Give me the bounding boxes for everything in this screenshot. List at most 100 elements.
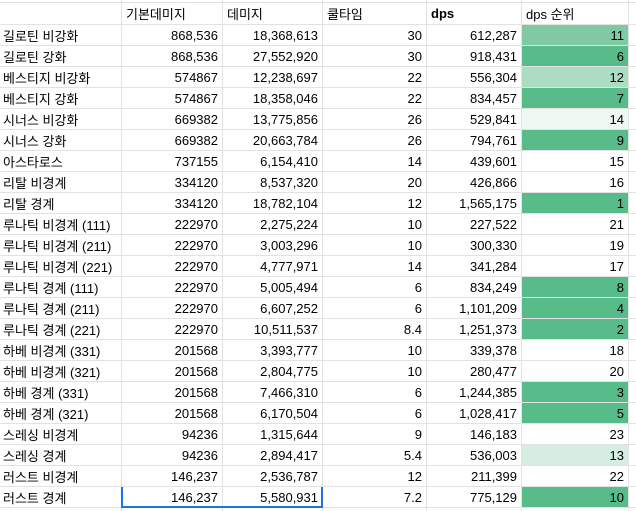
- row-label-cell[interactable]: 길로틴 강화: [0, 46, 122, 67]
- dps-cell[interactable]: 1,251,373: [427, 319, 522, 340]
- damage-cell[interactable]: 18,782,104: [223, 193, 323, 214]
- base-damage-cell[interactable]: 94236: [122, 445, 223, 466]
- rank-cell[interactable]: 9: [522, 130, 629, 151]
- base-damage-cell[interactable]: 222970: [122, 235, 223, 256]
- rank-cell[interactable]: 13: [522, 445, 629, 466]
- row-label-cell[interactable]: 하베 비경계 (331): [0, 340, 122, 361]
- base-damage-cell[interactable]: 669382: [122, 109, 223, 130]
- damage-cell[interactable]: 10,511,537: [223, 319, 323, 340]
- row-label-cell[interactable]: 길로틴 비강화: [0, 25, 122, 46]
- dps-cell[interactable]: 439,601: [427, 151, 522, 172]
- edge-cell[interactable]: [629, 382, 636, 403]
- edge-cell[interactable]: [629, 214, 636, 235]
- rank-cell[interactable]: 1: [522, 193, 629, 214]
- damage-cell[interactable]: 8,537,320: [223, 172, 323, 193]
- base-damage-cell[interactable]: 222970: [122, 319, 223, 340]
- damage-cell[interactable]: 6,170,504: [223, 403, 323, 424]
- damage-cell[interactable]: 3,393,777: [223, 340, 323, 361]
- rank-cell[interactable]: 10: [522, 487, 629, 508]
- damage-cell[interactable]: 6,607,252: [223, 298, 323, 319]
- base-damage-cell[interactable]: 201568: [122, 382, 223, 403]
- edge-cell[interactable]: [629, 46, 636, 67]
- row-label-cell[interactable]: 하베 비경계 (321): [0, 361, 122, 382]
- rank-cell[interactable]: 18: [522, 340, 629, 361]
- damage-cell[interactable]: 27,552,920: [223, 46, 323, 67]
- rank-cell[interactable]: 21: [522, 214, 629, 235]
- damage-cell[interactable]: 18,358,046: [223, 88, 323, 109]
- edge-cell[interactable]: [629, 319, 636, 340]
- base-damage-cell[interactable]: 222970: [122, 214, 223, 235]
- damage-cell[interactable]: 2,536,787: [223, 466, 323, 487]
- cooldown-cell[interactable]: 6: [323, 277, 427, 298]
- dps-cell[interactable]: 775,129: [427, 487, 522, 508]
- damage-cell[interactable]: 18,368,613: [223, 25, 323, 46]
- edge-cell[interactable]: [629, 403, 636, 424]
- cooldown-cell[interactable]: 6: [323, 403, 427, 424]
- dps-cell[interactable]: 300,330: [427, 235, 522, 256]
- edge-cell[interactable]: [629, 361, 636, 382]
- base-damage-cell[interactable]: 574867: [122, 88, 223, 109]
- rank-cell[interactable]: 17: [522, 256, 629, 277]
- rank-cell[interactable]: 3: [522, 382, 629, 403]
- row-label-cell[interactable]: 스레싱 비경계: [0, 424, 122, 445]
- damage-cell[interactable]: 5,580,931: [223, 487, 323, 508]
- dps-cell[interactable]: 1,244,385: [427, 382, 522, 403]
- dps-cell[interactable]: 536,003: [427, 445, 522, 466]
- base-damage-cell[interactable]: 201568: [122, 361, 223, 382]
- damage-cell[interactable]: 3,003,296: [223, 235, 323, 256]
- base-damage-cell[interactable]: 669382: [122, 130, 223, 151]
- row-label-cell[interactable]: 베스티지 강화: [0, 88, 122, 109]
- row-label-cell[interactable]: 루나틱 비경계 (221): [0, 256, 122, 277]
- dps-cell[interactable]: 529,841: [427, 109, 522, 130]
- row-label-cell[interactable]: 스레싱 경계: [0, 445, 122, 466]
- row-label-cell[interactable]: 루나틱 경계 (211): [0, 298, 122, 319]
- rank-cell[interactable]: 5: [522, 403, 629, 424]
- cooldown-cell[interactable]: 6: [323, 298, 427, 319]
- damage-cell[interactable]: 2,804,775: [223, 361, 323, 382]
- edge-cell[interactable]: [629, 130, 636, 151]
- row-label-cell[interactable]: 베스티지 비강화: [0, 67, 122, 88]
- row-label-cell[interactable]: 하베 경계 (331): [0, 382, 122, 403]
- damage-cell[interactable]: 2,894,417: [223, 445, 323, 466]
- edge-cell[interactable]: [629, 235, 636, 256]
- dps-cell[interactable]: 146,183: [427, 424, 522, 445]
- dps-cell[interactable]: 280,477: [427, 361, 522, 382]
- edge-cell[interactable]: [629, 88, 636, 109]
- edge-cell[interactable]: [629, 340, 636, 361]
- base-damage-cell[interactable]: 222970: [122, 298, 223, 319]
- cooldown-cell[interactable]: 26: [323, 130, 427, 151]
- dps-cell[interactable]: 556,304: [427, 67, 522, 88]
- header-base-damage[interactable]: 기본데미지: [122, 3, 223, 25]
- rank-cell[interactable]: 22: [522, 466, 629, 487]
- dps-cell[interactable]: 1,028,417: [427, 403, 522, 424]
- dps-cell[interactable]: 918,431: [427, 46, 522, 67]
- cooldown-cell[interactable]: 7.2: [323, 487, 427, 508]
- edge-cell[interactable]: [629, 109, 636, 130]
- cooldown-cell[interactable]: 10: [323, 214, 427, 235]
- rank-cell[interactable]: 15: [522, 151, 629, 172]
- base-damage-cell[interactable]: 146,237: [122, 487, 223, 508]
- cooldown-cell[interactable]: 30: [323, 46, 427, 67]
- edge-cell[interactable]: [629, 67, 636, 88]
- header-edge-cell[interactable]: [629, 3, 636, 25]
- damage-cell[interactable]: 12,238,697: [223, 67, 323, 88]
- header-dps[interactable]: dps: [427, 3, 522, 25]
- dps-cell[interactable]: 211,399: [427, 466, 522, 487]
- dps-cell[interactable]: 227,522: [427, 214, 522, 235]
- edge-cell[interactable]: [629, 424, 636, 445]
- rank-cell[interactable]: 4: [522, 298, 629, 319]
- damage-cell[interactable]: 7,466,310: [223, 382, 323, 403]
- damage-cell[interactable]: 6,154,410: [223, 151, 323, 172]
- dps-cell[interactable]: 1,101,209: [427, 298, 522, 319]
- damage-cell[interactable]: 13,775,856: [223, 109, 323, 130]
- base-damage-cell[interactable]: 94236: [122, 424, 223, 445]
- row-label-cell[interactable]: 리탈 경계: [0, 193, 122, 214]
- dps-cell[interactable]: 339,378: [427, 340, 522, 361]
- edge-cell[interactable]: [629, 466, 636, 487]
- cooldown-cell[interactable]: 14: [323, 151, 427, 172]
- cooldown-cell[interactable]: 6: [323, 382, 427, 403]
- row-label-cell[interactable]: 아스타로스: [0, 151, 122, 172]
- damage-cell[interactable]: 20,663,784: [223, 130, 323, 151]
- rank-cell[interactable]: 20: [522, 361, 629, 382]
- base-damage-cell[interactable]: 737155: [122, 151, 223, 172]
